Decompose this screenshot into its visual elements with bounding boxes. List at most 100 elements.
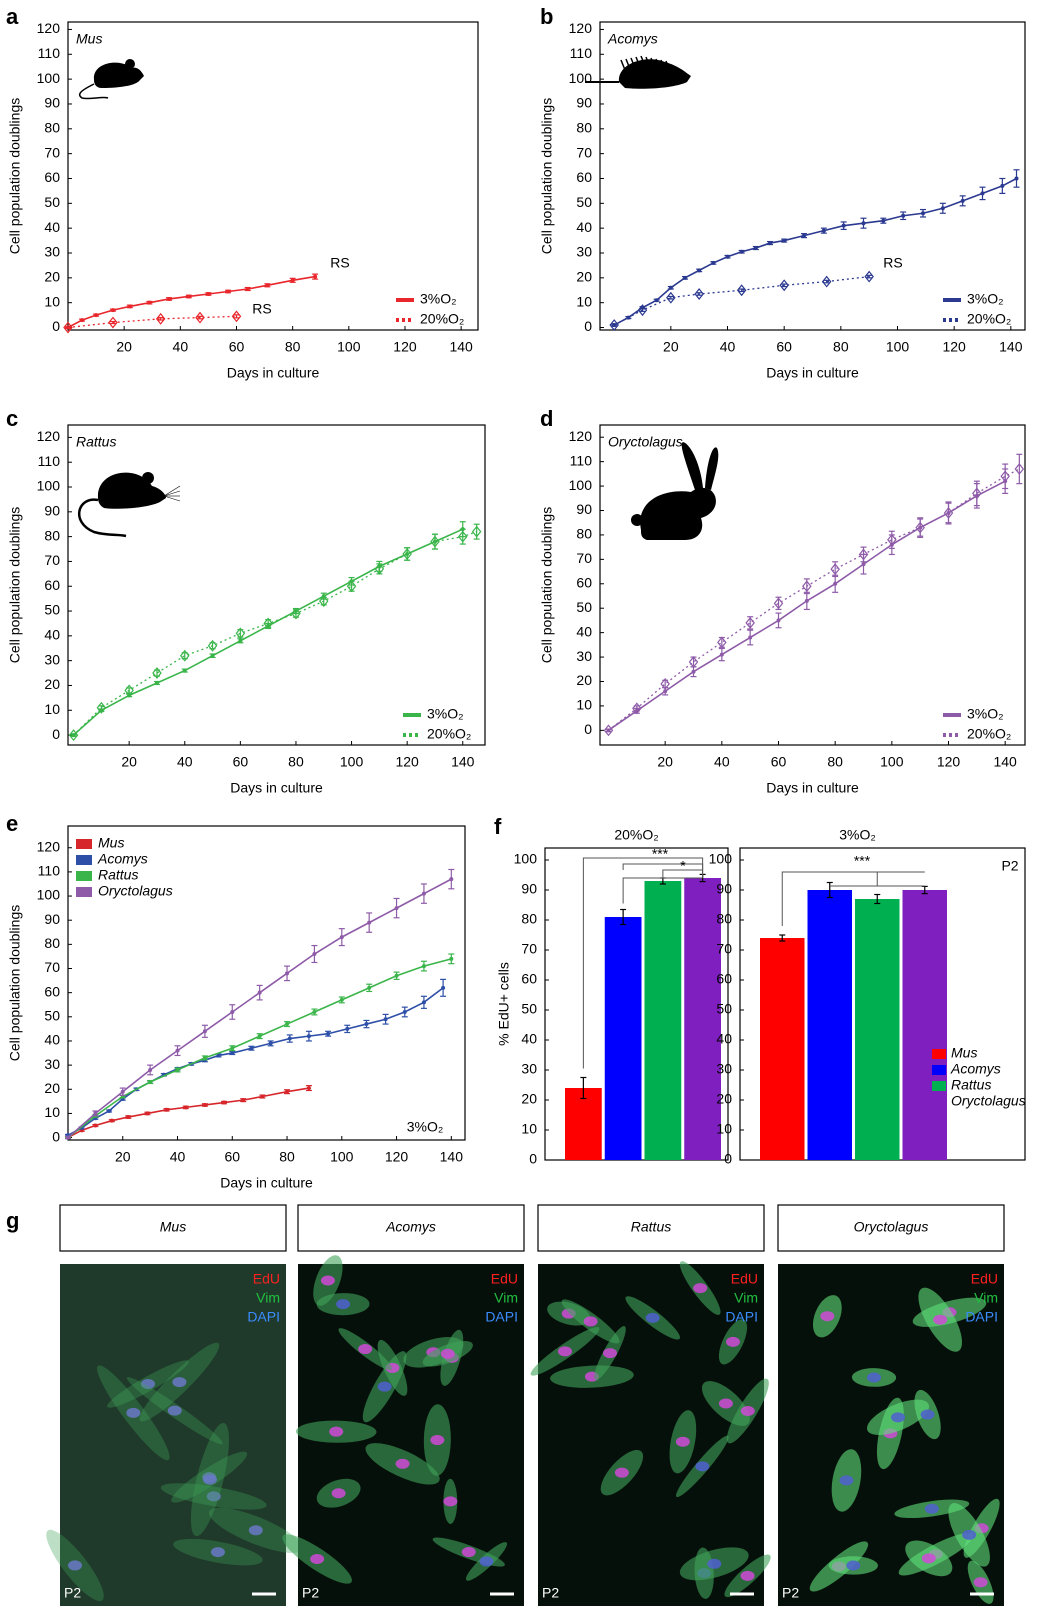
significance-bracket: [662, 869, 704, 878]
y-tick-label: 110: [38, 45, 61, 61]
marker: [285, 1022, 290, 1027]
marker: [887, 533, 897, 546]
marker: [127, 304, 132, 309]
nucleus: [210, 1547, 225, 1558]
marker: [736, 284, 747, 297]
nucleus: [377, 1381, 392, 1392]
x-tick-label: 40: [173, 339, 189, 355]
marker: [339, 935, 344, 940]
nucleus: [740, 1406, 755, 1417]
marker: [257, 990, 262, 995]
tail: [78, 83, 109, 100]
y-tick-label: 50: [44, 1008, 60, 1024]
plot-frame: [67, 21, 479, 331]
legend-label: 3%O₂: [967, 706, 1004, 722]
y-tick-label: 10: [576, 293, 592, 309]
y-tick-label: 30: [576, 244, 592, 260]
legend-label: Oryctolagus: [98, 883, 173, 899]
marker: [152, 667, 162, 680]
y-tick-label: 40: [576, 219, 592, 235]
x-tick-label: 120: [385, 1149, 409, 1165]
marker: [725, 254, 730, 259]
spine: [655, 58, 661, 70]
y-tick-label: 80: [44, 935, 60, 951]
marker: [80, 318, 85, 323]
marker: [63, 321, 73, 334]
x-tick-label: 80: [285, 339, 301, 355]
annotation: ***: [854, 853, 871, 869]
marker: [660, 677, 670, 690]
whisker: [163, 485, 181, 497]
series-line: [73, 531, 477, 736]
bar: [604, 917, 642, 1160]
y-axis-label: Cell population doublings: [539, 98, 555, 254]
channel-label: EdU: [731, 1271, 758, 1287]
nucleus: [331, 1488, 346, 1499]
y-tick-label: 100: [709, 851, 733, 867]
y-tick-label: 50: [44, 602, 60, 618]
ear: [125, 59, 135, 69]
y-tick-label: 70: [576, 550, 592, 566]
marker: [821, 228, 826, 233]
marker: [719, 652, 724, 657]
spine: [645, 56, 651, 68]
nucleus: [395, 1458, 410, 1469]
marker: [216, 1053, 221, 1058]
marker: [155, 312, 166, 325]
annotation: *: [680, 858, 686, 874]
y-tick-label: 0: [584, 318, 592, 334]
nucleus: [358, 1344, 373, 1355]
nucleus: [206, 1491, 221, 1502]
marker: [901, 213, 906, 218]
marker: [249, 1046, 254, 1051]
nucleus: [962, 1529, 977, 1540]
series-line: [67, 275, 316, 329]
marker: [93, 1123, 98, 1128]
y-tick-label: 120: [569, 20, 593, 36]
x-tick-label: 20: [663, 339, 679, 355]
y-tick-label: 20: [521, 1091, 537, 1107]
y-tick-label: 50: [521, 1001, 537, 1017]
plot-frame: [599, 424, 1026, 746]
x-tick-label: 40: [720, 339, 736, 355]
marker: [245, 287, 250, 292]
nucleus: [603, 1348, 618, 1359]
y-tick-label: 30: [44, 651, 60, 667]
legend-label: 3%O₂: [427, 706, 464, 722]
tail: [77, 498, 127, 538]
marker: [202, 1055, 207, 1060]
y-tick-label: 40: [44, 219, 60, 235]
spine: [630, 57, 636, 69]
nucleus: [921, 1553, 936, 1564]
y-tick-label: 60: [576, 574, 592, 590]
x-tick-label: 120: [395, 754, 419, 770]
marker: [164, 1107, 169, 1112]
marker: [226, 289, 231, 294]
marker: [1000, 470, 1010, 483]
x-tick-label: 120: [937, 754, 961, 770]
marker: [94, 313, 99, 318]
channel-label: DAPI: [725, 1309, 758, 1325]
marker: [861, 562, 866, 567]
panel-letter: a: [6, 4, 19, 29]
legend-label: Acomys: [950, 1061, 1001, 1077]
x-tick-label: 100: [880, 754, 904, 770]
y-tick-label: 50: [576, 194, 592, 210]
x-tick-label: 40: [170, 1149, 186, 1165]
nucleus: [740, 1570, 755, 1581]
y-tick-label: 90: [576, 501, 592, 517]
channel-label: EdU: [253, 1271, 280, 1287]
marker: [739, 249, 744, 254]
panel-letter: f: [494, 814, 502, 839]
marker: [148, 1067, 153, 1072]
marker: [632, 702, 642, 715]
channel-label: Vim: [256, 1290, 280, 1306]
legend-label: Rattus: [951, 1077, 991, 1093]
nucleus: [707, 1558, 722, 1569]
x-tick-label: 100: [337, 339, 361, 355]
legend-label: Oryctolagus: [951, 1093, 1026, 1109]
marker: [268, 1041, 273, 1046]
marker: [183, 1105, 188, 1110]
marker: [285, 1089, 290, 1094]
y-tick-label: 40: [44, 627, 60, 643]
